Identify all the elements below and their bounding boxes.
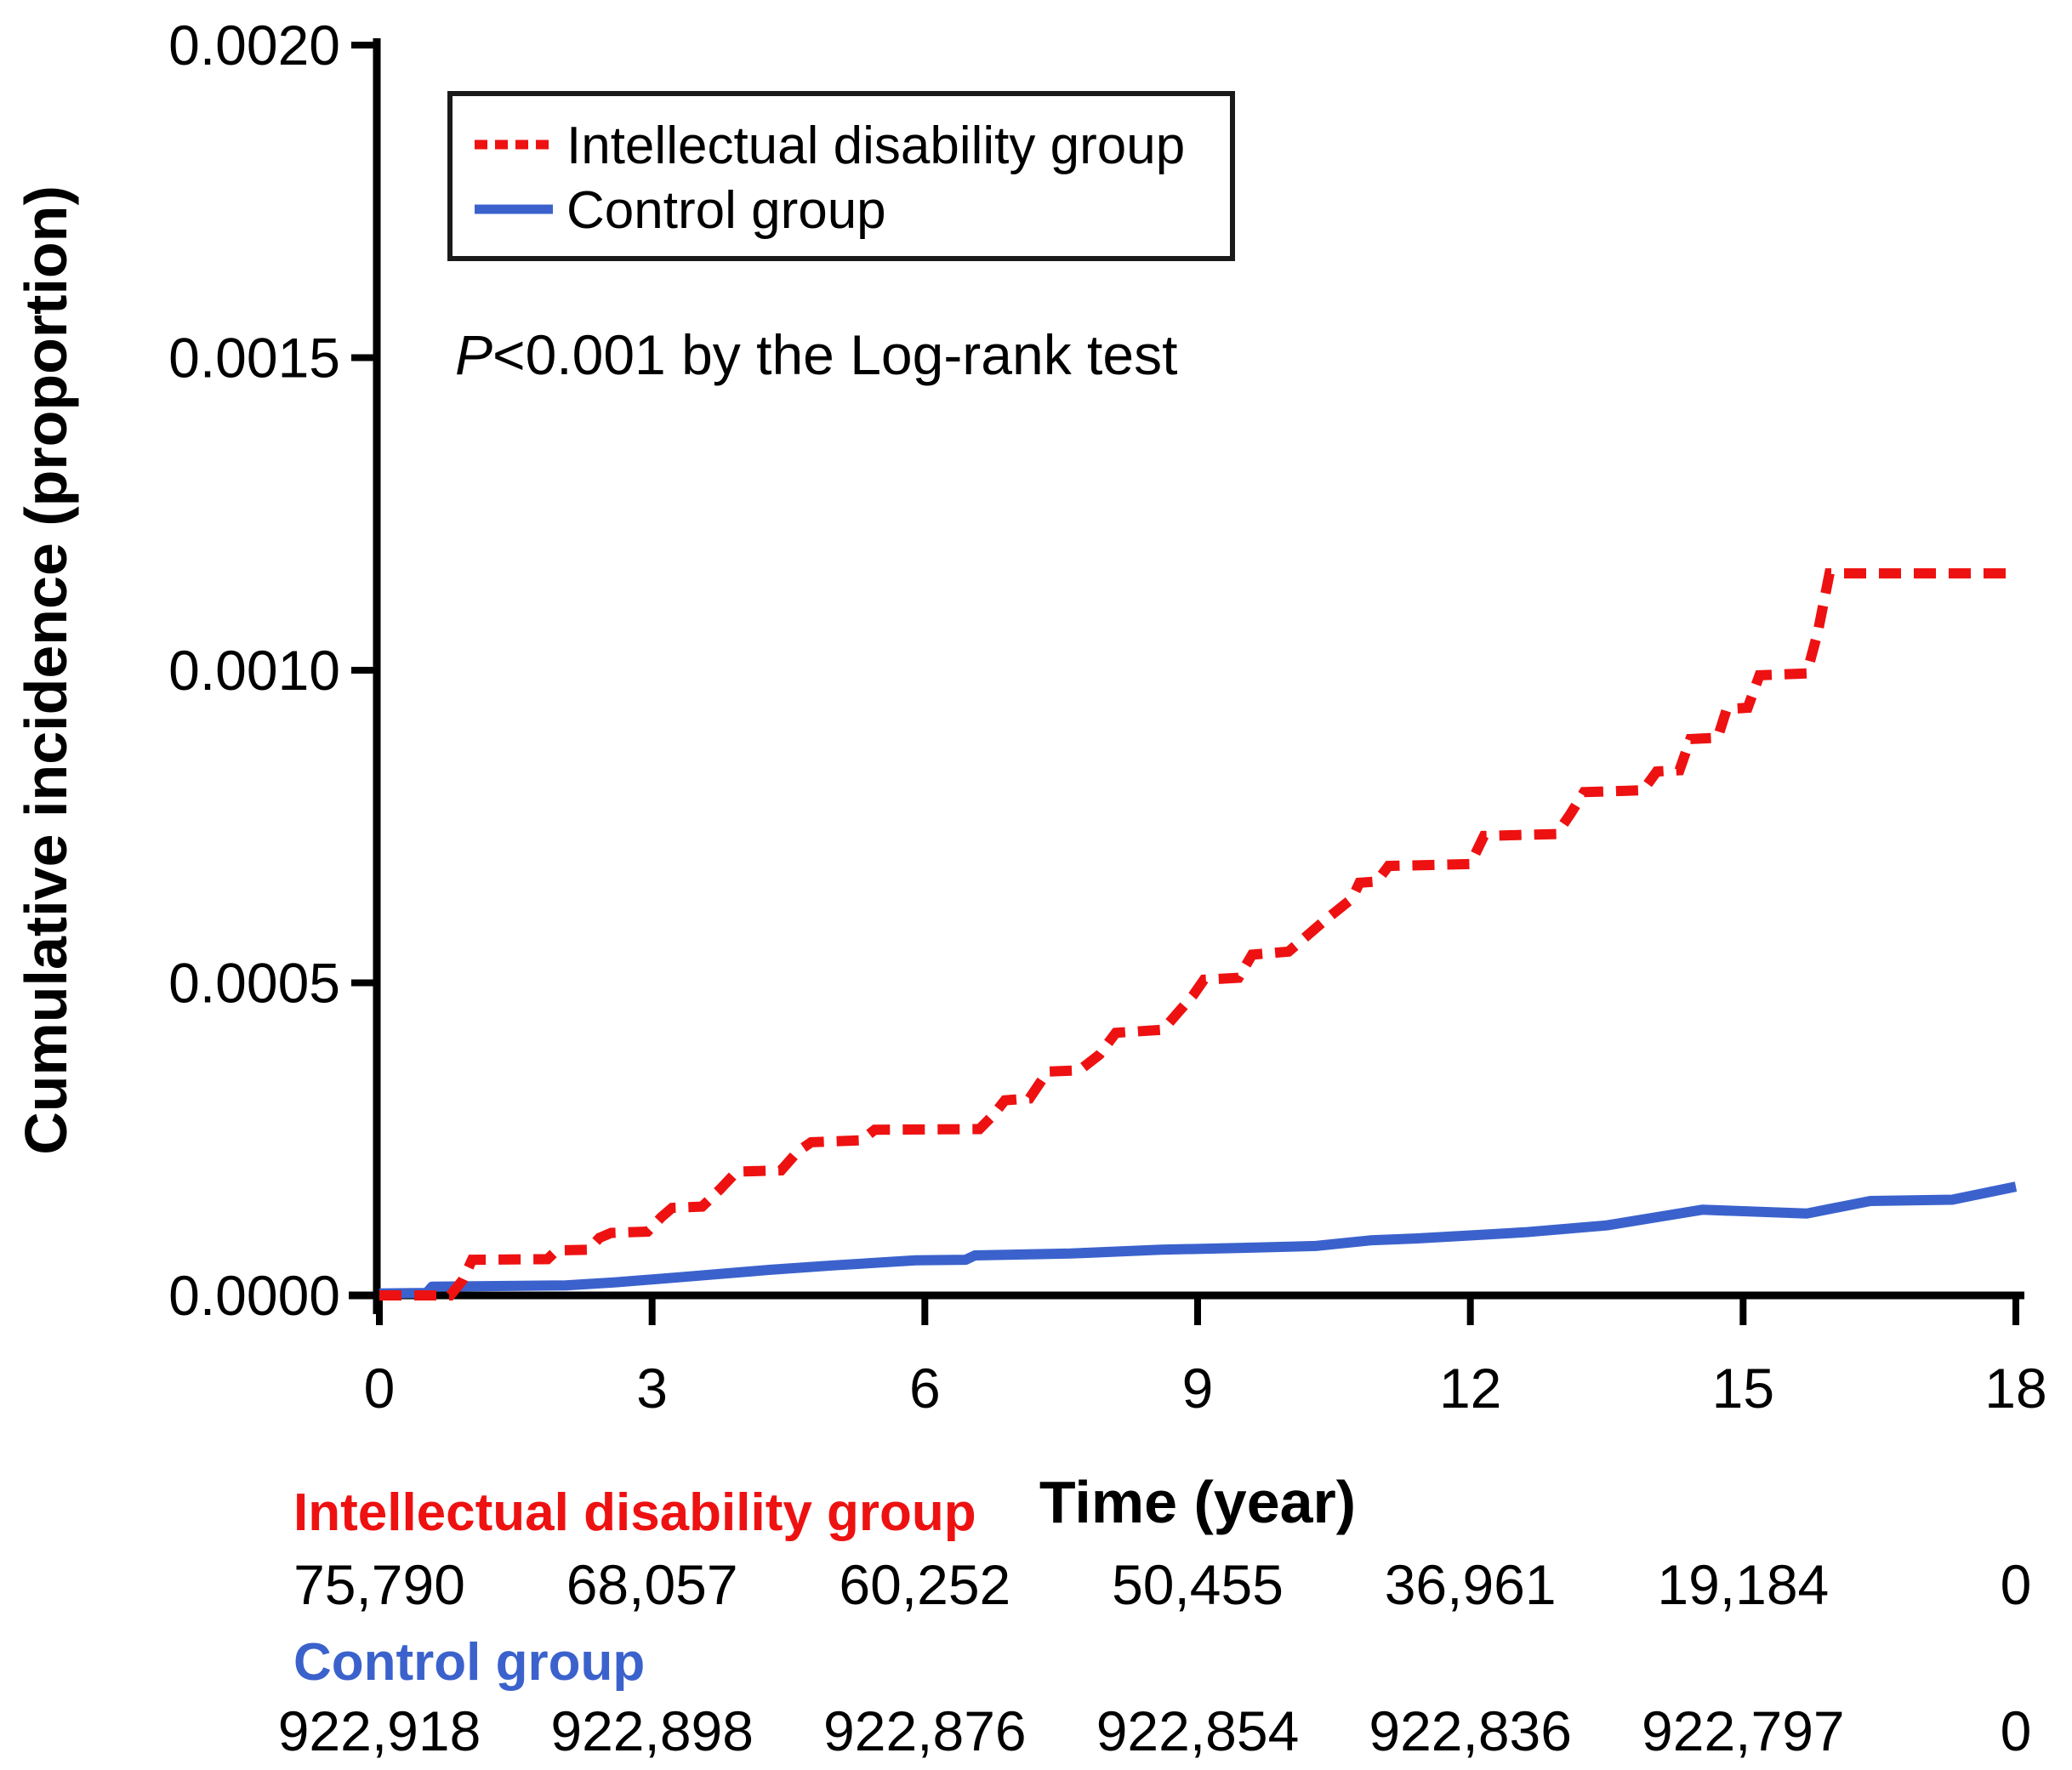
x-tick-label: 9 <box>1182 1357 1214 1420</box>
p-value-text: <0.001 by the Log-rank test <box>492 323 1177 386</box>
curve-control-group <box>379 1181 2018 1299</box>
risk-value: 60,252 <box>839 1553 1010 1616</box>
risk-table: Intellectual disability group 75,790 68,0… <box>278 1483 2032 1762</box>
risk-value: 0 <box>2001 1699 2032 1762</box>
y-tick-label: 0.0020 <box>168 14 340 77</box>
legend-box <box>447 91 1235 261</box>
risk-row-label-intellectual-disability: Intellectual disability group <box>293 1483 976 1542</box>
x-tick-label: 3 <box>636 1357 668 1420</box>
y-tick-label: 0.0005 <box>168 952 340 1015</box>
legend-label-control: Control group <box>566 181 886 240</box>
risk-values-control: 922,918 922,898 922,876 922,854 922,836 922,7… <box>278 1699 2032 1762</box>
y-axis-title: Cumulative incidence (proportion) <box>13 185 79 1155</box>
risk-row-label-control: Control group <box>293 1633 645 1692</box>
x-axis-ticks: 0 3 6 9 12 15 18 <box>364 1295 2047 1420</box>
y-tick-label: 0.0000 <box>168 1264 340 1327</box>
p-value-italic-p: P <box>455 323 492 386</box>
legend: Intellectual disability group Control gr… <box>447 91 1235 261</box>
x-tick-label: 18 <box>1984 1357 2046 1420</box>
y-tick-label: 0.0015 <box>168 327 340 390</box>
x-tick-label: 15 <box>1712 1357 1774 1420</box>
y-axis-ticks: 0.0000 0.0005 0.0010 0.0015 0.0020 <box>168 14 377 1327</box>
risk-value: 922,918 <box>278 1699 481 1762</box>
x-axis-title: Time (year) <box>1039 1469 1356 1535</box>
y-tick-label: 0.0010 <box>168 639 340 702</box>
x-tick-label: 6 <box>909 1357 941 1420</box>
x-tick-label: 12 <box>1439 1357 1501 1420</box>
risk-value: 50,455 <box>1112 1553 1284 1616</box>
risk-value: 68,057 <box>566 1553 738 1616</box>
risk-value: 922,854 <box>1096 1699 1300 1762</box>
risk-value: 922,797 <box>1642 1699 1845 1762</box>
curve-intellectual-disability-group <box>379 568 2016 1300</box>
risk-values-intellectual-disability: 75,790 68,057 60,252 50,455 36,961 19,184 0 <box>293 1553 2031 1616</box>
risk-value: 19,184 <box>1657 1553 1829 1616</box>
risk-value: 0 <box>2001 1553 2032 1616</box>
x-tick-label: 0 <box>364 1357 396 1420</box>
risk-value: 75,790 <box>293 1553 465 1616</box>
risk-value: 922,876 <box>823 1699 1027 1762</box>
p-value-annotation: P<0.001 by the Log-rank test <box>455 323 1177 386</box>
legend-label-intellectual-disability: Intellectual disability group <box>566 117 1185 175</box>
risk-value: 922,898 <box>550 1699 754 1762</box>
risk-value: 36,961 <box>1385 1553 1557 1616</box>
risk-value: 922,836 <box>1369 1699 1572 1762</box>
